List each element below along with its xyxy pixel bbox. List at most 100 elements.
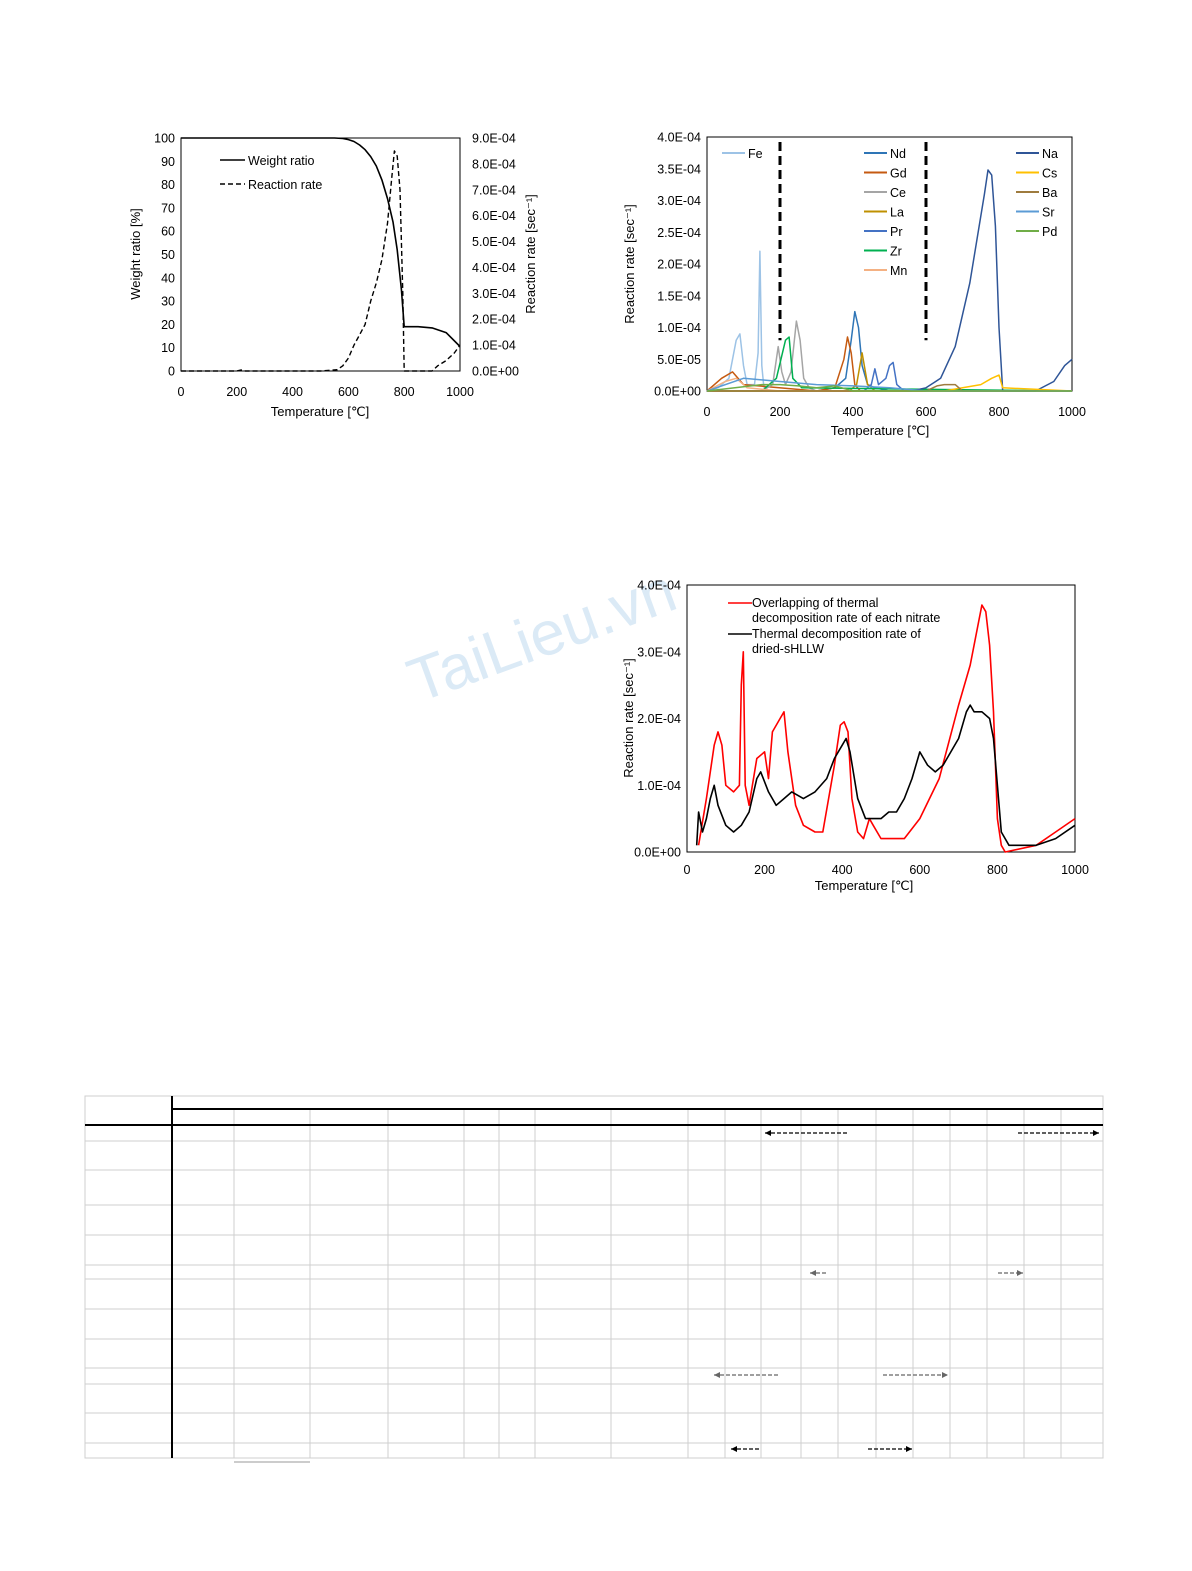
series-group xyxy=(181,137,461,372)
y2-tick-label: 8.0E-04 xyxy=(472,157,516,171)
x-tick-label: 600 xyxy=(338,385,359,399)
legend-label-na: Na xyxy=(1042,147,1058,161)
legend-label-weight-ratio: Weight ratio xyxy=(248,154,315,168)
x-tick-label: 600 xyxy=(916,405,937,419)
series-line-weight-ratio xyxy=(181,137,461,348)
x-tick-label: 600 xyxy=(909,863,930,877)
legend-label-overlap: Overlapping of thermal decomposition rate… xyxy=(752,596,940,625)
x-tick-label: 400 xyxy=(832,863,853,877)
range-arrow-head-icon xyxy=(1093,1130,1099,1136)
legend-label-ce: Ce xyxy=(890,186,906,200)
x-axis-ticks: 0 200 400 600 800 1000 xyxy=(178,385,474,399)
x-tick-label: 1000 xyxy=(1061,863,1089,877)
y-axis-ticks: 0 10 20 30 40 50 60 70 80 90 100 xyxy=(154,132,175,379)
y2-tick-label: 1.0E-04 xyxy=(472,339,516,353)
y-tick-label: 4.0E-04 xyxy=(637,579,681,593)
legend-label-dried-shllw: Thermal decomposition rate of dried-sHLLW xyxy=(752,627,921,656)
legend-label-pd: Pd xyxy=(1042,225,1057,239)
y-tick-label: 0 xyxy=(168,365,175,379)
legend-label-zr: Zr xyxy=(890,245,902,259)
y2-tick-label: 6.0E-04 xyxy=(472,209,516,223)
y-tick-label: 1.0E-04 xyxy=(657,321,701,335)
y-tick-label: 100 xyxy=(154,132,175,146)
series-line-pd xyxy=(706,383,1072,392)
table-border xyxy=(84,1095,1104,1459)
x-tick-label: 1000 xyxy=(1058,405,1086,419)
y-tick-label: 40 xyxy=(161,271,175,285)
range-arrow-head-icon xyxy=(765,1130,771,1136)
range-arrow-head-icon xyxy=(731,1446,737,1452)
x-tick-label: 0 xyxy=(684,863,691,877)
y-tick-label: 80 xyxy=(161,178,175,192)
x-tick-label: 800 xyxy=(987,863,1008,877)
x-tick-label: 200 xyxy=(754,863,775,877)
legend-label-fe: Fe xyxy=(748,147,763,161)
legend-label-mn: Mn xyxy=(890,264,907,278)
series-line-thermal-decomposition-rate-of-dried-shllw xyxy=(695,704,1076,847)
y2-tick-label: 9.0E-04 xyxy=(472,132,516,146)
y-tick-label: 5.0E-05 xyxy=(657,353,701,367)
y2-tick-label: 7.0E-04 xyxy=(472,183,516,197)
y-axis-label: Reaction rate [sec⁻¹] xyxy=(621,658,636,778)
y2-tick-label: 0.0E+00 xyxy=(472,365,519,379)
x-axis-ticks: 0 200 400 600 800 1000 xyxy=(704,405,1086,419)
range-arrow-head-icon xyxy=(810,1270,816,1276)
y-tick-label: 30 xyxy=(161,295,175,309)
legend-label-sr: Sr xyxy=(1042,206,1055,220)
y-tick-label: 2.0E-04 xyxy=(657,258,701,272)
y2-tick-label: 2.0E-04 xyxy=(472,313,516,327)
legend-label-pr: Pr xyxy=(890,225,903,239)
overlap-comparison-chart: 0.0E+00 1.0E-04 2.0E-04 3.0E-04 4.0E-04 0 200… xyxy=(621,579,1089,894)
x-tick-label: 1000 xyxy=(446,385,474,399)
series-line-fe xyxy=(706,250,817,392)
y-tick-label: 1.0E-04 xyxy=(637,779,681,793)
y2-tick-label: 5.0E-04 xyxy=(472,235,516,249)
range-arrow-head-icon xyxy=(1017,1270,1023,1276)
x-axis-ticks: 0 200 400 600 800 1000 xyxy=(684,863,1089,877)
x-axis-label: Temperature [℃] xyxy=(271,404,369,419)
temperature-range-table xyxy=(84,1095,1104,1463)
plot-frame xyxy=(686,584,1076,853)
y-tick-label: 0.0E+00 xyxy=(654,385,701,399)
series-line-overlapping-of-thermal-decomposition-rate-of-each-nitrate xyxy=(697,604,1076,853)
x-axis-label: Temperature [℃] xyxy=(815,878,913,893)
y-tick-label: 3.0E-04 xyxy=(637,645,681,659)
plot-frame xyxy=(180,137,461,372)
series-group xyxy=(706,169,1073,392)
y2-axis-ticks: 0.0E+00 1.0E-04 2.0E-04 3.0E-04 4.0E-04 5.0E-… xyxy=(472,132,519,379)
x-tick-label: 400 xyxy=(282,385,303,399)
y-tick-label: 4.0E-04 xyxy=(657,131,701,145)
y2-axis-label: Reaction rate [sec⁻¹] xyxy=(523,194,538,314)
legend: Fe Nd Gd Ce La Pr Zr Mn Na Cs Ba Sr Pd xyxy=(722,147,1058,278)
range-arrow-head-icon xyxy=(714,1372,720,1378)
x-tick-label: 0 xyxy=(704,405,711,419)
x-tick-label: 400 xyxy=(843,405,864,419)
x-tick-label: 800 xyxy=(394,385,415,399)
legend-label-ba: Ba xyxy=(1042,186,1057,200)
legend-label-cs: Cs xyxy=(1042,167,1057,181)
legend: Weight ratio Reaction rate xyxy=(220,154,322,192)
y2-tick-label: 3.0E-04 xyxy=(472,287,516,301)
x-tick-label: 200 xyxy=(770,405,791,419)
y-axis-ticks: 0.0E+00 5.0E-05 1.0E-04 1.5E-04 2.0E-04 2.5E-… xyxy=(654,131,701,399)
y-tick-label: 20 xyxy=(161,318,175,332)
y-tick-label: 60 xyxy=(161,225,175,239)
y-tick-label: 70 xyxy=(161,201,175,215)
legend-label-la: La xyxy=(890,206,904,220)
range-arrow-head-icon xyxy=(906,1446,912,1452)
legend-label-nd: Nd xyxy=(890,147,906,161)
y-tick-label: 50 xyxy=(161,248,175,262)
y-tick-label: 3.5E-04 xyxy=(657,162,701,176)
x-tick-label: 800 xyxy=(989,405,1010,419)
nitrate-reaction-rate-chart: 0.0E+00 5.0E-05 1.0E-04 1.5E-04 2.0E-04 2.5E-… xyxy=(622,131,1086,439)
y-tick-label: 2.0E-04 xyxy=(637,712,681,726)
y-axis-ticks: 0.0E+00 1.0E-04 2.0E-04 3.0E-04 4.0E-04 xyxy=(634,579,681,860)
y-tick-label: 90 xyxy=(161,155,175,169)
legend-label-reaction-rate: Reaction rate xyxy=(248,178,322,192)
y-tick-label: 0.0E+00 xyxy=(634,846,681,860)
series-group xyxy=(695,604,1076,853)
legend-label-gd: Gd xyxy=(890,167,907,181)
legend: Overlapping of thermal decomposition rate… xyxy=(728,596,940,656)
weight-ratio-chart: 0 10 20 30 40 50 60 70 80 90 100 0.0E+00 1.0E-04 2.0… xyxy=(128,132,538,420)
